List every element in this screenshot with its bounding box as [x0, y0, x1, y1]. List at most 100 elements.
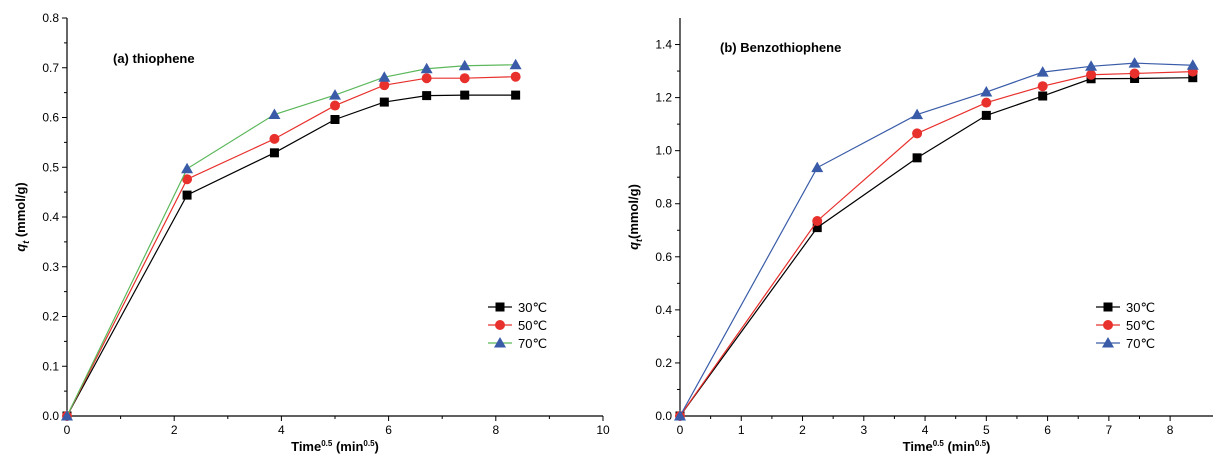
y-tick-label: 0.2	[42, 310, 59, 324]
y-axis-title: qt(mmol/g)	[626, 184, 644, 250]
chart-panel-2: 0 1 2 3 4 5 6 7 8 0.0 0.2 0.4 0.6 0.8 1.0 1.2 1.4 Time0.5…	[626, 18, 1213, 454]
x-tick-label: 4	[922, 423, 929, 437]
data-point	[182, 174, 193, 185]
data-point	[1128, 57, 1141, 68]
data-point	[330, 100, 340, 111]
legend-label: 70℃	[1126, 336, 1155, 351]
data-point	[812, 215, 823, 226]
y-tick-label: 0.2	[655, 356, 672, 370]
data-point	[811, 161, 824, 173]
legend-marker	[495, 320, 505, 330]
data-point	[981, 97, 992, 108]
y-tick-label: 0.4	[655, 303, 672, 317]
y-tick-label: 0.5	[42, 160, 59, 174]
y-tick-label: 1.0	[655, 144, 672, 158]
x-tick-label: 10	[596, 423, 610, 437]
chart-title: (a) thiophene	[113, 51, 195, 66]
data-point	[379, 97, 389, 107]
data-point	[1130, 73, 1140, 83]
data-point	[422, 91, 432, 101]
x-tick-label: 3	[860, 423, 867, 437]
series-3	[61, 58, 522, 421]
data-point	[1086, 69, 1097, 80]
y-tick-label: 1.4	[655, 38, 672, 52]
data-point	[378, 71, 391, 82]
data-point	[420, 62, 433, 74]
series-line	[66, 76, 516, 417]
y-axis-title: qt (mmol/g)	[13, 182, 31, 251]
x-tick-label: 8	[1167, 423, 1174, 437]
x-tick-label: 2	[171, 423, 178, 437]
data-point	[329, 89, 341, 100]
data-point	[269, 148, 279, 158]
data-point	[509, 58, 522, 70]
series-line	[679, 62, 1193, 417]
series-line	[679, 70, 1193, 417]
y-tick-label: 0.0	[42, 409, 59, 423]
y-tick-label: 0.8	[42, 11, 59, 25]
x-tick-label: 6	[1044, 423, 1051, 437]
legend-marker	[495, 302, 505, 312]
x-axis-title: Time0.5 (min0.5)	[291, 439, 379, 454]
x-tick-label: 6	[385, 423, 392, 437]
data-point	[511, 90, 521, 100]
x-tick-label: 8	[492, 423, 499, 437]
data-point	[980, 86, 993, 97]
data-point	[182, 190, 192, 200]
x-axis-title: Time0.5 (min0.5)	[903, 439, 991, 454]
x-tick-label: 2	[799, 423, 806, 437]
legend-marker	[1103, 302, 1113, 312]
legend-marker	[494, 337, 506, 348]
series-2	[675, 66, 1198, 421]
x-tick-label: 4	[278, 423, 285, 437]
y-tick-label: 0.6	[655, 250, 672, 264]
data-point	[61, 410, 73, 421]
data-point	[458, 59, 471, 71]
data-point	[812, 223, 822, 233]
series-line	[66, 94, 516, 417]
data-point	[421, 73, 432, 84]
data-point	[181, 162, 194, 174]
y-tick-label: 0.8	[655, 197, 672, 211]
data-point	[268, 108, 281, 120]
series-line	[66, 64, 516, 417]
legend-label: 70℃	[518, 336, 547, 351]
data-point	[1129, 68, 1140, 79]
data-point	[1085, 60, 1098, 71]
y-tick-label: 0.1	[42, 359, 59, 373]
series-3	[674, 57, 1199, 421]
y-tick-label: 0.3	[42, 260, 59, 274]
data-point	[1037, 81, 1048, 92]
y-tick-label: 1.2	[655, 91, 672, 105]
data-point	[459, 73, 470, 84]
data-point	[330, 114, 340, 124]
legend-label: 50℃	[518, 318, 547, 333]
data-point	[269, 133, 280, 144]
data-point	[510, 71, 521, 82]
data-point	[981, 110, 991, 120]
data-point	[911, 108, 924, 120]
chart-panel-1: 0 2 4 6 8 10 0.0 0.1 0.2 0.3 0.4 0.5 0.6 0.7 0.8 Time0.…	[13, 11, 610, 454]
legend-marker	[1103, 320, 1113, 330]
x-tick-label: 0	[64, 423, 71, 437]
x-tick-label: 1	[738, 423, 745, 437]
data-point	[1186, 59, 1199, 70]
data-point	[1038, 91, 1048, 101]
data-point	[912, 128, 923, 139]
series-2	[62, 71, 521, 421]
series-1	[62, 90, 521, 421]
legend-label: 30℃	[518, 300, 547, 315]
x-tick-label: 5	[983, 423, 990, 437]
y-tick-label: 0.7	[42, 61, 59, 75]
y-tick-label: 0.0	[655, 409, 672, 423]
data-point	[674, 410, 686, 421]
data-point	[1036, 66, 1049, 77]
data-point	[379, 80, 390, 91]
chart-title: (b) Benzothiophene	[720, 40, 841, 55]
legend-label: 30℃	[1126, 300, 1155, 315]
data-point	[460, 90, 470, 100]
x-tick-label: 0	[677, 423, 684, 437]
data-point	[1188, 73, 1198, 83]
y-tick-label: 0.6	[42, 111, 59, 125]
